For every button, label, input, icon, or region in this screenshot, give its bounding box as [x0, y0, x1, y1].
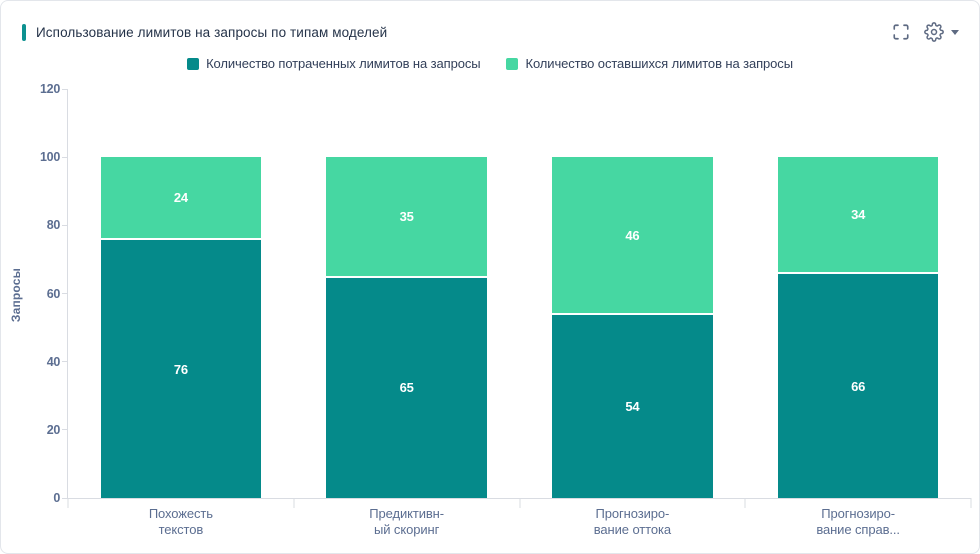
y-tick-label: 100 [40, 150, 60, 165]
bar-segment-spent[interactable]: 66 [777, 274, 939, 498]
y-axis-tick: 80 [32, 218, 68, 232]
bar-category-slot: 46 54 [520, 89, 746, 498]
legend-swatch-spent [187, 57, 200, 70]
bar-value-label: 54 [625, 399, 640, 415]
y-axis-tick: 120 [32, 82, 68, 96]
x-axis-tick [970, 498, 972, 508]
bar-segment-remaining[interactable]: 35 [326, 157, 487, 276]
y-axis-tick: 20 [32, 423, 68, 437]
bar-value-label: 46 [625, 227, 640, 243]
y-axis-tick: 100 [32, 150, 68, 164]
bar-value-label: 35 [399, 208, 414, 224]
y-tick-mark [62, 88, 68, 90]
bar-value-label: 76 [173, 361, 188, 377]
legend-label-remaining: Количество оставшихся лимитов на запросы [525, 56, 793, 71]
bar-segment-spent[interactable]: 54 [552, 315, 713, 498]
y-tick-mark [62, 497, 68, 499]
x-axis-tick [519, 498, 520, 508]
y-tick-label: 120 [40, 82, 60, 96]
x-axis-label: Предиктивн- ый скоринг [369, 506, 444, 537]
y-tick-label: 40 [46, 354, 61, 369]
chevron-down-icon [951, 29, 959, 35]
y-axis-title: Запросы [9, 267, 23, 323]
bar-value-label: 66 [851, 378, 866, 394]
bar-value-label: 34 [851, 207, 866, 223]
fullscreen-button[interactable] [892, 23, 910, 41]
bars-container: 24 76 35 65 46 54 34 66 [68, 89, 971, 498]
legend-swatch-remaining [506, 57, 519, 70]
gear-icon [924, 22, 944, 42]
legend-item-spent[interactable]: Количество потраченных лимитов на запрос… [187, 56, 481, 71]
widget-header: Использование лимитов на запросы по типа… [1, 1, 979, 42]
legend-label-spent: Количество потраченных лимитов на запрос… [206, 56, 481, 71]
y-axis-tick: 60 [32, 287, 68, 301]
x-axis-label: Прогнозиро- вание справ... [816, 506, 900, 537]
y-tick-label: 80 [46, 218, 61, 233]
chart-title: Использование лимитов на запросы по типа… [36, 24, 388, 40]
y-tick-label: 60 [46, 286, 61, 301]
fullscreen-icon [892, 23, 910, 41]
y-tick-label: 20 [46, 422, 61, 437]
x-axis-tick [67, 498, 69, 508]
bar-stack: 35 65 [326, 157, 487, 498]
bar-segment-spent[interactable]: 76 [100, 240, 262, 498]
x-axis-label: Похожесть текстов [148, 506, 213, 537]
y-axis-tick: 0 [32, 491, 68, 505]
bar-category-slot: 24 76 [68, 89, 294, 498]
bar-category-slot: 35 65 [294, 89, 520, 498]
chart-legend: Количество потраченных лимитов на запрос… [1, 56, 979, 71]
x-axis-label: Прогнозиро- вание оттока [593, 506, 671, 537]
y-tick-mark [62, 293, 68, 294]
bar-stack: 46 54 [552, 157, 713, 498]
x-axis-tick [293, 498, 295, 508]
plot-area: 0 20 40 60 80 100 120 24 76 35 65 46 54 34 66 Похожес… [40, 82, 972, 537]
y-tick-mark [62, 361, 68, 363]
y-tick-mark [62, 429, 68, 431]
bar-segment-remaining[interactable]: 24 [100, 157, 262, 239]
bar-stack: 24 76 [100, 157, 262, 498]
y-tick-mark [62, 156, 68, 158]
title-accent-bar [22, 23, 26, 41]
y-tick-mark [62, 224, 68, 226]
bar-value-label: 24 [173, 190, 188, 206]
bar-segment-remaining[interactable]: 46 [552, 157, 713, 314]
settings-button[interactable] [924, 22, 959, 42]
bar-category-slot: 34 66 [745, 89, 971, 498]
legend-item-remaining[interactable]: Количество оставшихся лимитов на запросы [506, 56, 793, 71]
bar-segment-remaining[interactable]: 34 [777, 157, 939, 273]
bar-stack: 34 66 [777, 157, 939, 498]
y-axis-tick: 40 [32, 355, 68, 369]
bar-segment-spent[interactable]: 65 [326, 277, 487, 498]
bar-value-label: 65 [399, 380, 414, 396]
x-axis-labels: Похожесть текстов Предиктивн- ый скоринг П… [68, 506, 971, 538]
x-axis-tick [744, 498, 746, 508]
y-tick-label: 0 [53, 491, 60, 505]
header-actions [892, 22, 959, 42]
